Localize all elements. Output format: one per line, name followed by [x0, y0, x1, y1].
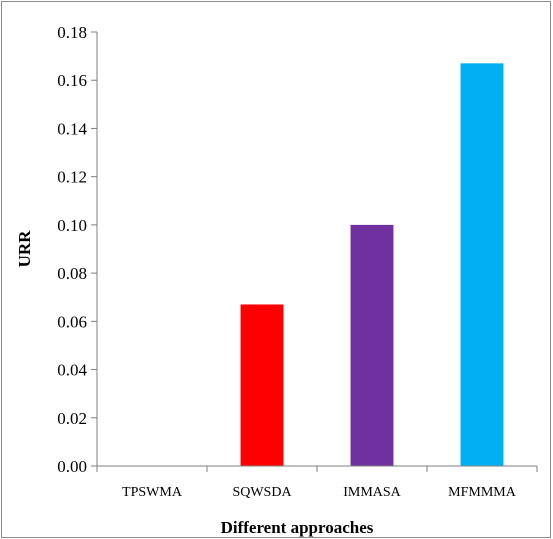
y-tick-label: 0.06	[57, 312, 87, 331]
y-tick-label: 0.10	[57, 216, 87, 235]
x-category-label: TPSWMA	[122, 485, 183, 500]
x-axis-categories: TPSWMA SQWSDA IMMASA MFMMMA	[96, 466, 538, 500]
x-category-label: MFMMMA	[448, 485, 517, 500]
y-tick-label: 0.08	[57, 264, 87, 283]
x-axis-title: Different approaches	[221, 518, 374, 537]
bars	[240, 63, 504, 466]
y-tick-label: 0.00	[57, 457, 87, 476]
y-tick-label: 0.18	[57, 23, 87, 42]
bar-immasa	[350, 224, 394, 466]
y-axis-ticks: 0.00 0.02 0.04 0.06 0.08 0.10 0.12 0.14 0.16 0.18	[57, 23, 97, 476]
y-tick-label: 0.14	[57, 119, 87, 138]
y-tick-label: 0.04	[57, 361, 87, 380]
y-tick-label: 0.02	[57, 409, 87, 428]
bar-sqwsda	[240, 304, 284, 466]
y-axis-title: URR	[15, 230, 34, 268]
y-tick-label: 0.16	[57, 71, 87, 90]
x-category-label: SQWSDA	[232, 485, 292, 500]
y-tick-label: 0.12	[57, 168, 87, 187]
x-category-label: IMMASA	[343, 485, 401, 500]
bar-mfmmma	[460, 63, 504, 466]
